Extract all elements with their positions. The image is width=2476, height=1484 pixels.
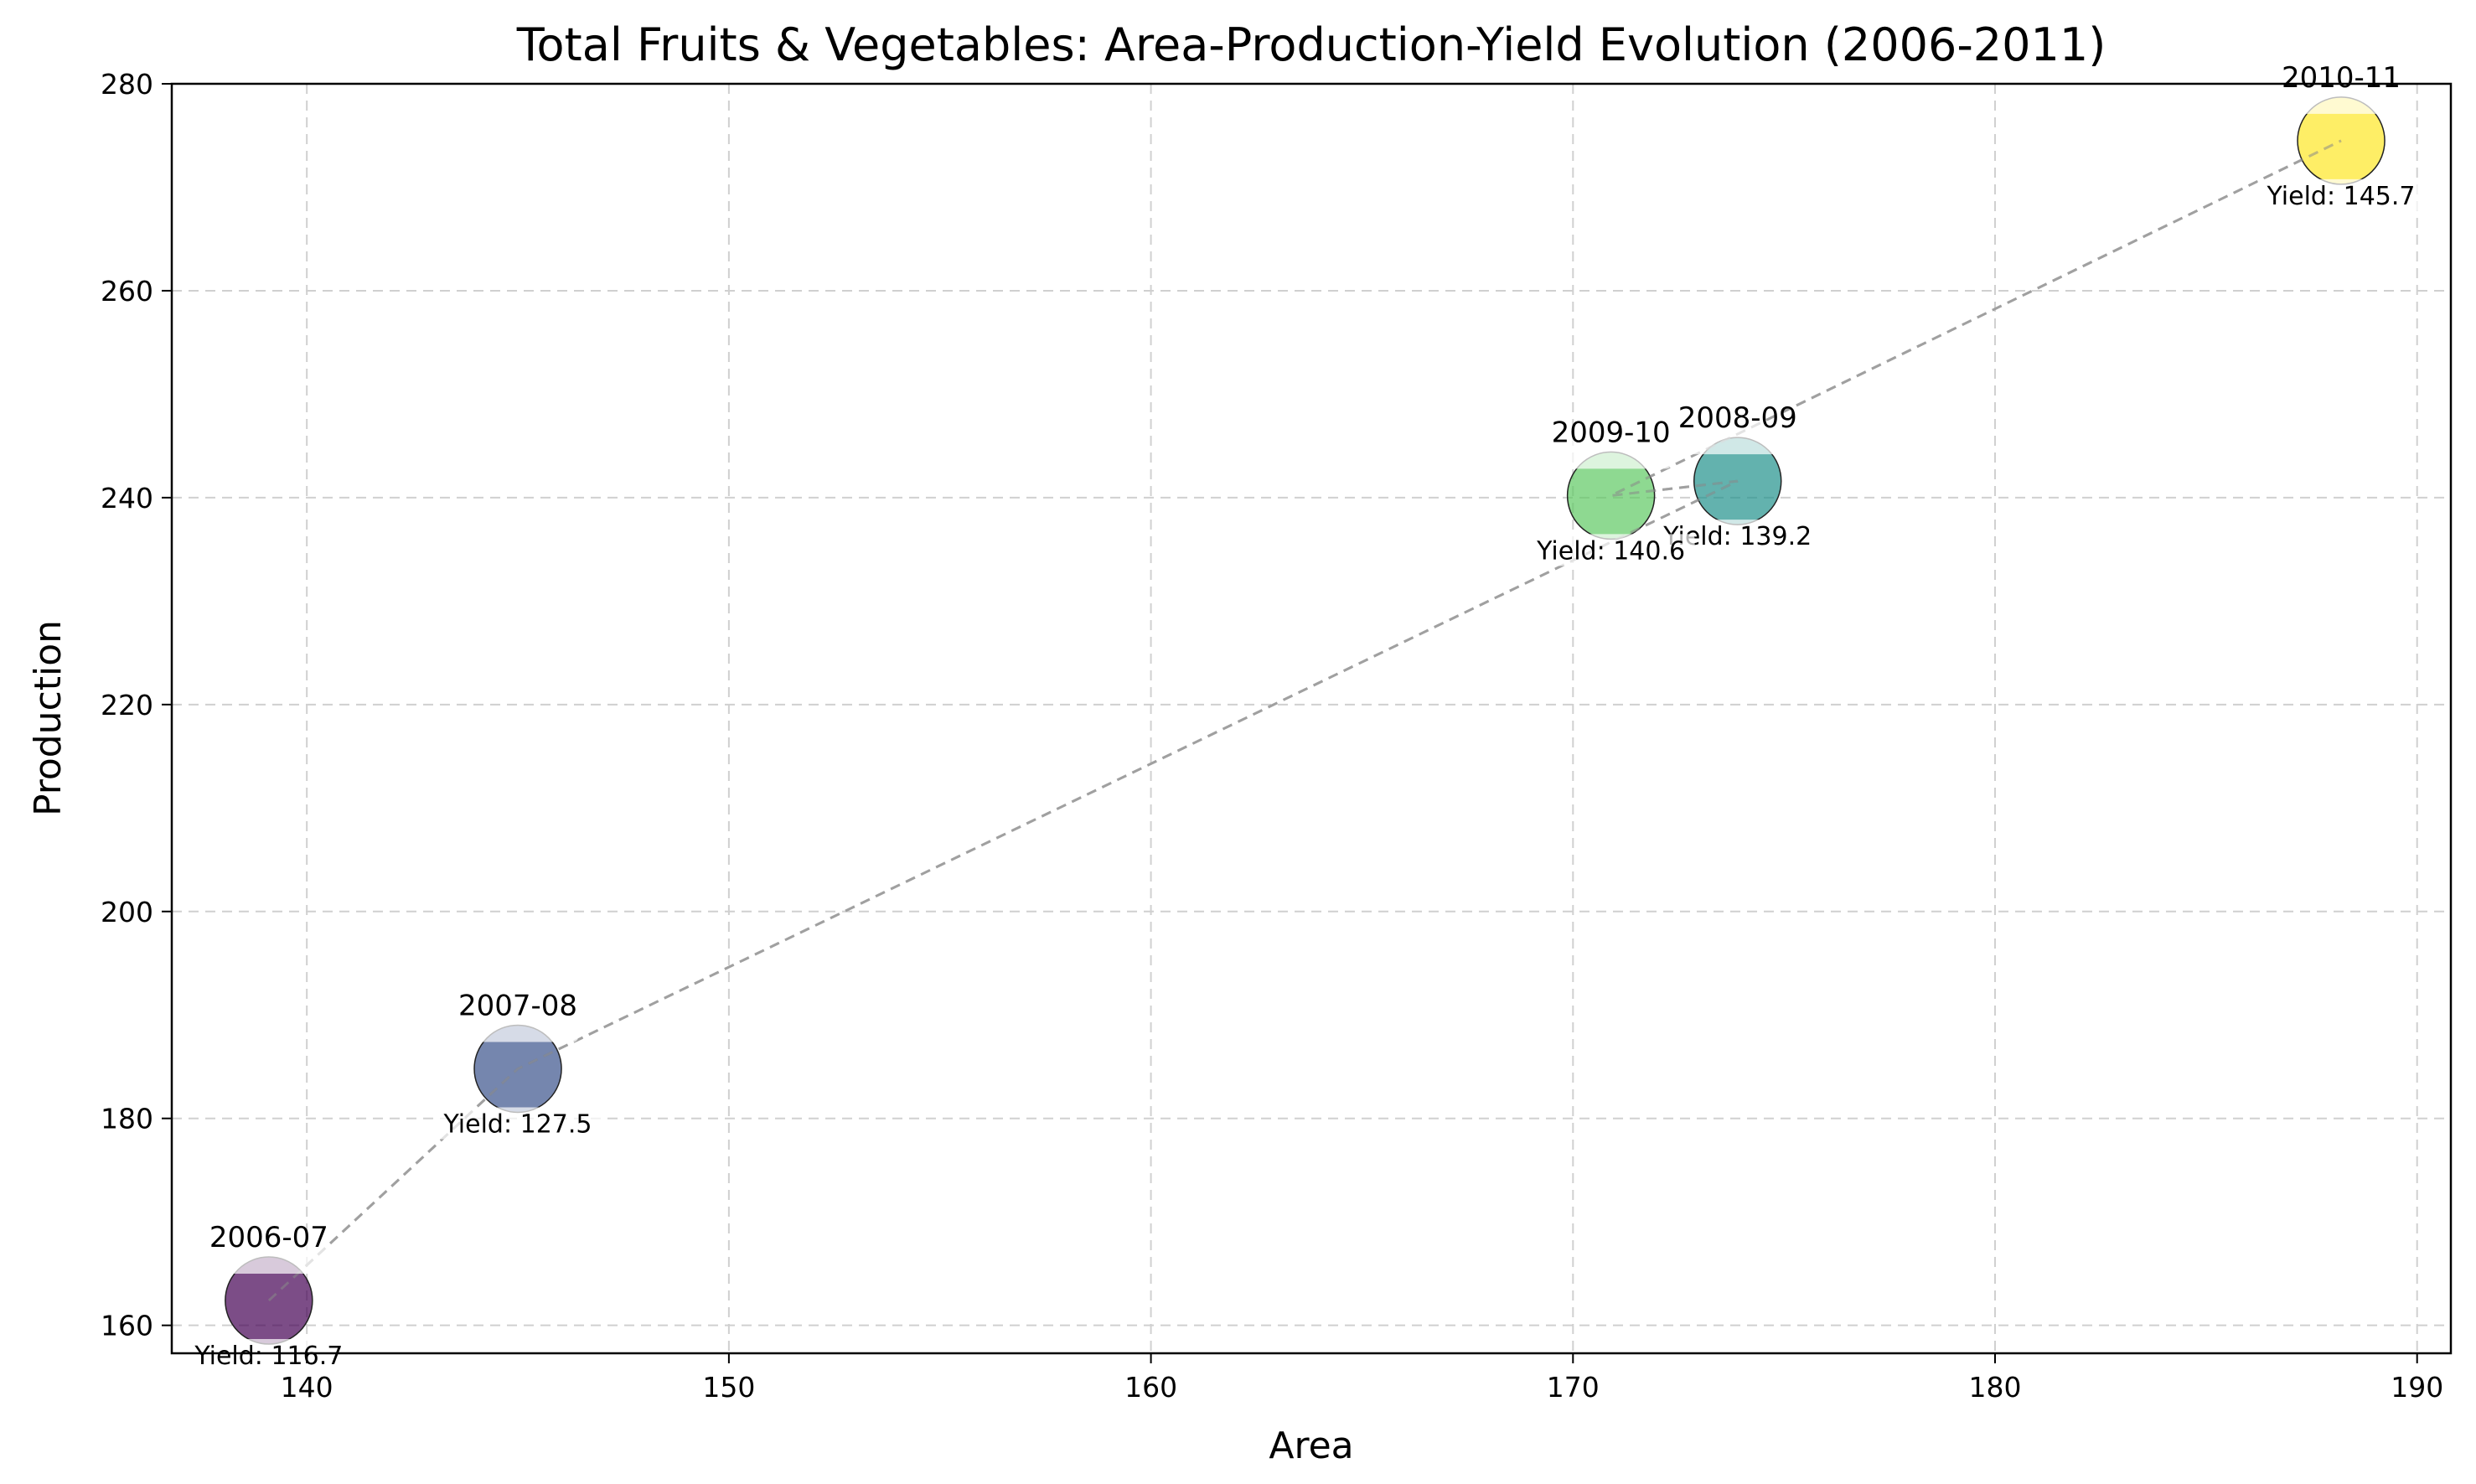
y-tick-label: 180: [101, 1103, 153, 1135]
yield-label: Yield: 116.7: [194, 1342, 343, 1371]
year-label: 2009-10: [1552, 416, 1671, 449]
chart-title: Total Fruits & Vegetables: Area-Producti…: [516, 18, 2106, 71]
data-points: [225, 96, 2386, 1345]
year-label-group: 2007-08: [457, 989, 579, 1042]
yield-label-group: Yield: 139.2: [1653, 520, 1822, 552]
year-label: 2008-09: [1678, 401, 1797, 435]
x-axis-label: Area: [1269, 1425, 1353, 1467]
plot-frame: [170, 82, 2453, 1355]
x-tick-label: 140: [281, 1371, 333, 1404]
year-label-background: [2281, 80, 2402, 114]
y-axis-label: Production: [27, 620, 70, 816]
yield-label-group: Yield: 116.7: [184, 1339, 353, 1372]
x-tick-label: 190: [2391, 1371, 2443, 1404]
y-tick-label: 280: [101, 68, 153, 101]
year-label: 2007-08: [458, 989, 577, 1022]
year-label-group: 2009-10: [1550, 416, 1672, 469]
yield-label-background: [1653, 520, 1822, 552]
y-tick-label: 220: [101, 689, 153, 721]
yield-label-group: Yield: 145.7: [2257, 178, 2426, 211]
yield-label: Yield: 145.7: [2267, 182, 2416, 211]
point-labels: 2006-07 Yield: 116.7 2007-08 Yield: 127.5 20…: [184, 61, 2426, 1372]
y-tick-label: 240: [101, 482, 153, 514]
x-tick-label: 150: [702, 1371, 755, 1404]
year-label-group: 2008-09: [1677, 401, 1798, 455]
year-label-group: 2010-11: [2281, 61, 2402, 114]
y-tick-label: 260: [101, 275, 153, 308]
year-label: 2010-11: [2282, 61, 2401, 95]
yield-label-background: [184, 1339, 353, 1372]
yield-label-background: [434, 1107, 602, 1140]
yield-label-group: Yield: 140.6: [1527, 534, 1695, 566]
yield-label-background: [2257, 178, 2426, 211]
year-label-background: [1550, 435, 1672, 469]
y-tick-label: 160: [101, 1310, 153, 1342]
year-label-background: [208, 1240, 329, 1275]
yield-label: Yield: 140.6: [1536, 536, 1685, 566]
yield-label-background: [1527, 534, 1695, 566]
x-tick-label: 180: [1969, 1371, 2022, 1404]
year-label: 2006-07: [209, 1221, 328, 1254]
yield-label-group: Yield: 127.5: [434, 1107, 602, 1140]
year-label-group: 2006-07: [208, 1221, 329, 1275]
axis-ticks: 140 150 160 170 180 190 160 180 200 220 240 260 280: [101, 68, 2443, 1404]
x-tick-label: 160: [1124, 1371, 1177, 1404]
year-label-background: [457, 1008, 579, 1042]
x-tick-label: 170: [1547, 1371, 1600, 1404]
trend-line-overlay: [267, 139, 2342, 1302]
yield-label: Yield: 127.5: [443, 1109, 592, 1139]
y-tick-label: 200: [101, 896, 153, 928]
year-label-background: [1677, 421, 1798, 455]
